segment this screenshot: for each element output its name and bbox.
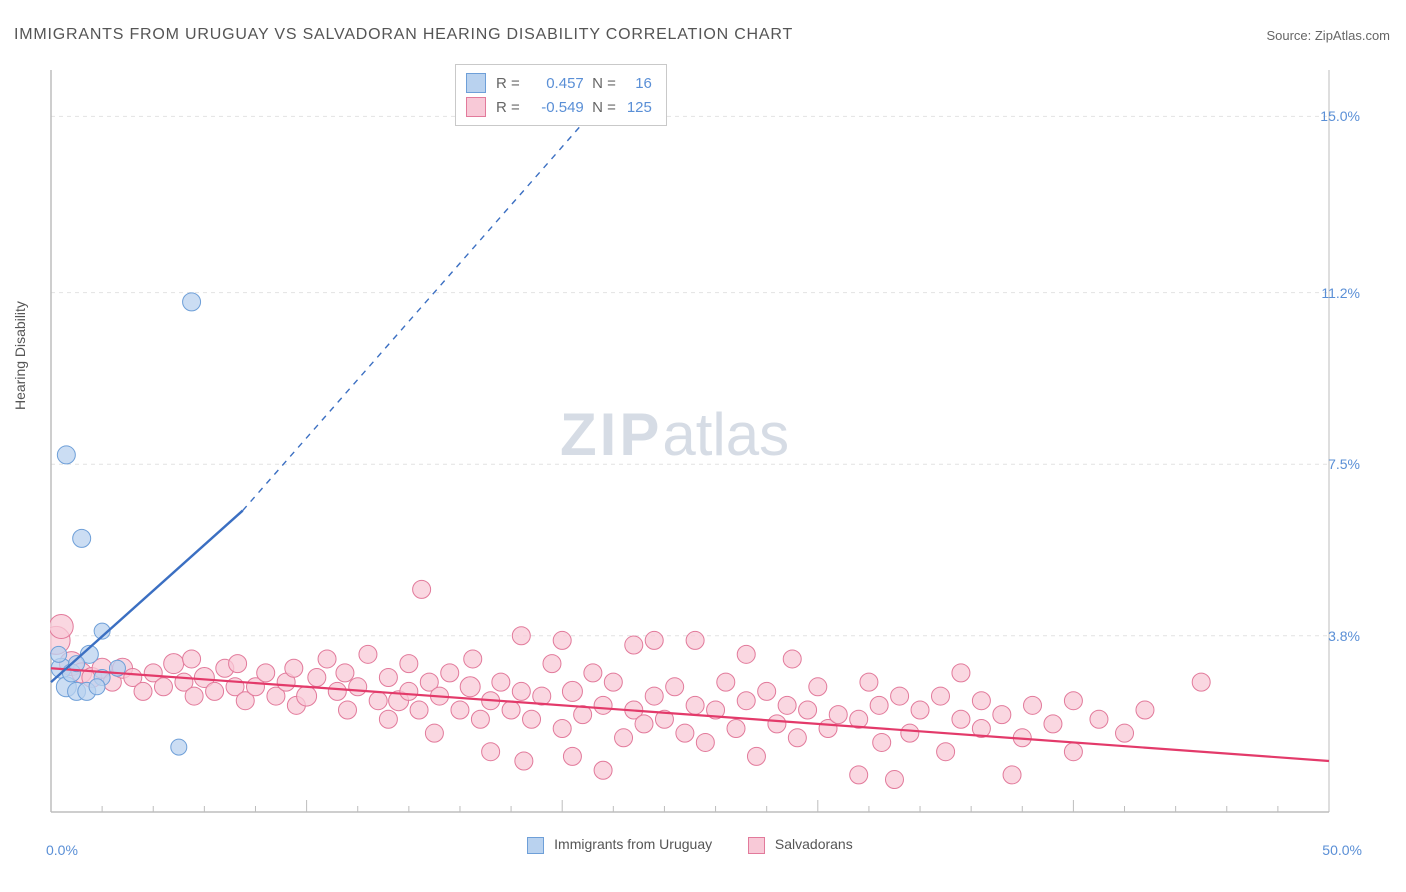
legend-label-salvadorans: Salvadorans <box>775 836 853 852</box>
y-axis-label: Hearing Disability <box>12 301 28 410</box>
bottom-legend: Immigrants from Uruguay Salvadorans <box>50 836 1330 854</box>
n-value-salvadorans: 125 <box>620 99 652 116</box>
swatch-uruguay <box>466 73 486 93</box>
y-tick-label: 7.5% <box>1328 456 1360 472</box>
chart-title: IMMIGRANTS FROM URUGUAY VS SALVADORAN HE… <box>14 26 793 44</box>
chart-svg <box>50 60 1330 820</box>
stats-legend: R = 0.457 N = 16 R = -0.549 N = 125 <box>455 64 667 126</box>
source-label: Source: ZipAtlas.com <box>1266 28 1390 43</box>
stats-row-salvadorans: R = -0.549 N = 125 <box>466 95 652 119</box>
y-tick-label: 3.8% <box>1328 628 1360 644</box>
r-value-salvadorans: -0.549 <box>524 99 584 116</box>
stats-row-uruguay: R = 0.457 N = 16 <box>466 71 652 95</box>
swatch-salvadorans <box>466 97 486 117</box>
n-label: N = <box>592 75 616 92</box>
n-label: N = <box>592 99 616 116</box>
y-tick-label: 15.0% <box>1320 108 1360 124</box>
n-value-uruguay: 16 <box>620 75 652 92</box>
r-label: R = <box>496 99 520 116</box>
legend-label-uruguay: Immigrants from Uruguay <box>554 836 712 852</box>
swatch-salvadorans <box>748 837 765 854</box>
y-tick-label: 11.2% <box>1321 285 1360 301</box>
r-value-uruguay: 0.457 <box>524 75 584 92</box>
chart-container: IMMIGRANTS FROM URUGUAY VS SALVADORAN HE… <box>0 0 1406 892</box>
swatch-uruguay <box>527 837 544 854</box>
r-label: R = <box>496 75 520 92</box>
legend-item-uruguay: Immigrants from Uruguay <box>527 836 712 854</box>
legend-item-salvadorans: Salvadorans <box>748 836 853 854</box>
